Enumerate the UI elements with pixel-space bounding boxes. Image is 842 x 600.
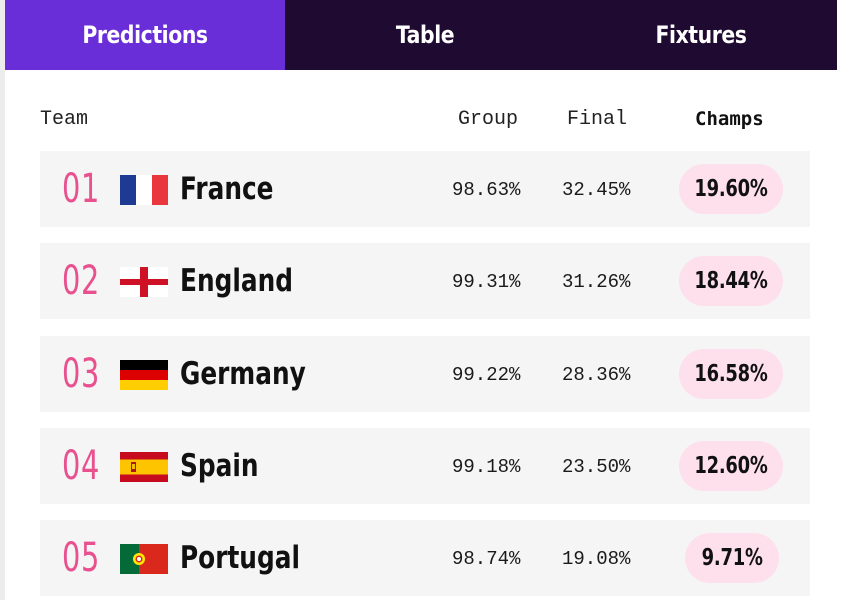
tab-fixtures[interactable]: Fixtures	[565, 0, 837, 70]
column-header-group: Group	[458, 108, 519, 131]
final-probability: 31.26%	[562, 271, 631, 293]
group-probability: 98.74%	[452, 548, 521, 570]
england-flag-icon	[120, 267, 168, 297]
germany-flag-icon	[120, 360, 168, 390]
group-probability: 98.63%	[452, 179, 521, 201]
column-header-champs: Champs	[695, 108, 764, 130]
champs-probability-badge: 16.58%	[679, 349, 783, 399]
table-row[interactable]: 03 Germany 99.22% 28.36% 16.58%	[40, 336, 810, 412]
champs-probability: 19.60%	[694, 176, 768, 202]
france-flag-icon	[120, 175, 168, 205]
champs-probability: 12.60%	[694, 453, 768, 479]
rank-number: 03	[62, 351, 101, 397]
champs-probability: 16.58%	[694, 361, 768, 387]
team-name: France	[180, 171, 274, 207]
final-probability: 32.45%	[562, 179, 631, 201]
team-name: Germany	[180, 356, 306, 392]
tab-table[interactable]: Table	[285, 0, 565, 70]
tab-fixtures-label: Fixtures	[655, 21, 747, 49]
champs-probability: 9.71%	[701, 545, 763, 571]
table-row[interactable]: 04 Spain 99.18% 23.50% 12.60%	[40, 428, 810, 504]
spain-flag-icon	[120, 452, 168, 482]
rank-number: 02	[62, 258, 101, 304]
final-probability: 19.08%	[562, 548, 631, 570]
champs-probability-badge: 9.71%	[685, 533, 779, 583]
group-probability: 99.22%	[452, 364, 521, 386]
rank-number: 01	[62, 166, 101, 212]
champs-probability-badge: 18.44%	[679, 256, 783, 306]
portugal-flag-icon	[120, 544, 168, 574]
tab-predictions[interactable]: Predictions	[5, 0, 285, 70]
table-row[interactable]: 01 France 98.63% 32.45% 19.60%	[40, 151, 810, 227]
column-header-team: Team	[40, 108, 89, 131]
tab-bar: Predictions Table Fixtures	[5, 0, 837, 70]
tab-predictions-label: Predictions	[82, 21, 208, 49]
champs-probability-badge: 19.60%	[679, 164, 783, 214]
champs-probability-badge: 12.60%	[679, 441, 783, 491]
final-probability: 28.36%	[562, 364, 631, 386]
table-row[interactable]: 02 England 99.31% 31.26% 18.44%	[40, 243, 810, 319]
team-name: England	[180, 263, 293, 299]
champs-probability: 18.44%	[694, 268, 768, 294]
rank-number: 04	[62, 443, 101, 489]
tab-table-label: Table	[395, 21, 455, 49]
column-header-final: Final	[567, 108, 628, 131]
rank-number: 05	[62, 535, 101, 581]
final-probability: 23.50%	[562, 456, 631, 478]
group-probability: 99.31%	[452, 271, 521, 293]
team-name: Portugal	[180, 540, 300, 576]
table-row[interactable]: 05 Portugal 98.74% 19.08% 9.71%	[40, 520, 810, 596]
team-name: Spain	[180, 448, 259, 484]
group-probability: 99.18%	[452, 456, 521, 478]
